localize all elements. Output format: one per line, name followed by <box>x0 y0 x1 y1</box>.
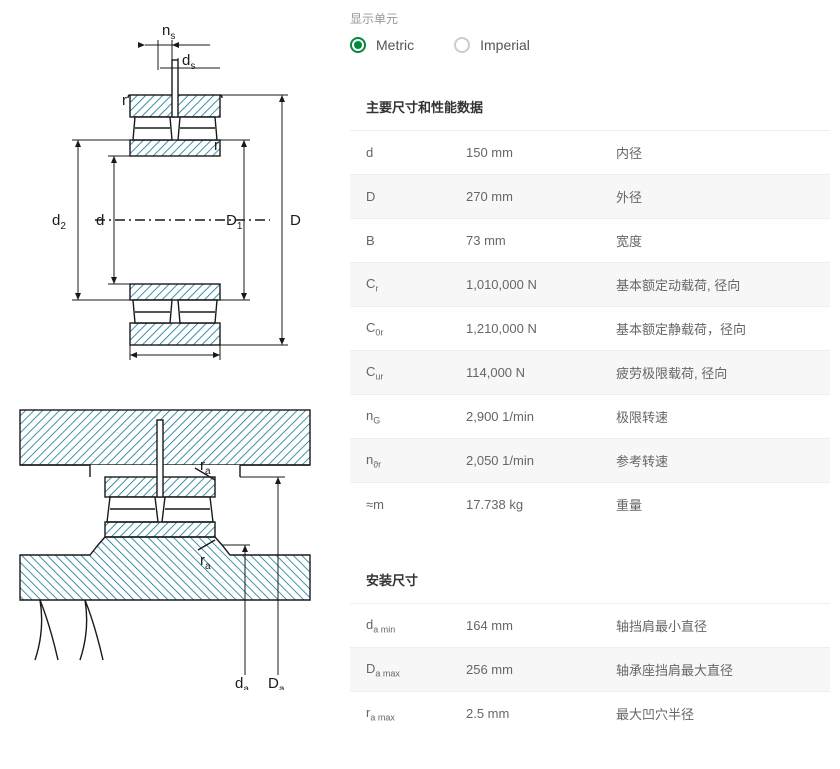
value-cell: 2.5 mm <box>466 706 616 721</box>
table-row: nG2,900 1/min极限转速 <box>350 394 830 438</box>
description-cell: 极限转速 <box>616 407 814 426</box>
symbol-cell: d <box>366 145 466 160</box>
symbol-cell: B <box>366 233 466 248</box>
label-d2: d2 <box>52 212 66 232</box>
table-row: ra max2.5 mm最大凹穴半径 <box>350 691 830 735</box>
label-Da: Da <box>268 675 285 690</box>
table-row: Da max256 mm轴承座挡肩最大直径 <box>350 647 830 691</box>
table-row: Cur114,000 N疲劳极限载荷, 径向 <box>350 350 830 394</box>
label-r2: r <box>214 137 219 154</box>
mounting-dimensions-table: 安装尺寸 da min164 mm轴挡肩最小直径Da max256 mm轴承座挡… <box>350 556 830 735</box>
table1-header: 主要尺寸和性能数据 <box>350 83 830 130</box>
main-dimensions-table: 主要尺寸和性能数据 d150 mm内径D270 mm外径B73 mm宽度Cr1,… <box>350 83 830 526</box>
data-column: 显示单元 Metric Imperial 主要尺寸和性能数据 d150 mm内径… <box>350 10 840 735</box>
symbol-cell: C0r <box>366 320 466 338</box>
radio-icon <box>454 37 470 53</box>
table2-header: 安装尺寸 <box>350 556 830 603</box>
value-cell: 164 mm <box>466 618 616 633</box>
radio-icon <box>350 37 366 53</box>
description-cell: 最大凹穴半径 <box>616 704 814 723</box>
value-cell: 17.738 kg <box>466 497 616 512</box>
value-cell: 270 mm <box>466 189 616 204</box>
description-cell: 外径 <box>616 187 814 206</box>
symbol-cell: Cr <box>366 276 466 294</box>
value-cell: 73 mm <box>466 233 616 248</box>
value-cell: 2,900 1/min <box>466 409 616 424</box>
label-ds: ds <box>182 52 195 72</box>
description-cell: 基本额定动载荷, 径向 <box>616 275 814 294</box>
symbol-cell: da min <box>366 617 466 635</box>
table-row: Cr1,010,000 N基本额定动载荷, 径向 <box>350 262 830 306</box>
symbol-cell: ra max <box>366 705 466 723</box>
diagrams-column: ns ds r r d2 d D1 D B <box>10 10 320 735</box>
unit-header: 显示单元 <box>350 10 830 27</box>
unit-selector: Metric Imperial <box>350 37 830 53</box>
description-cell: 基本额定静载荷，径向 <box>616 319 814 338</box>
label-r1: r <box>122 92 127 109</box>
table-row: B73 mm宽度 <box>350 218 830 262</box>
value-cell: 2,050 1/min <box>466 453 616 468</box>
symbol-cell: nϑr <box>366 452 466 470</box>
table-row: ≈m17.738 kg重量 <box>350 482 830 526</box>
description-cell: 参考转速 <box>616 451 814 470</box>
label-da: da <box>235 675 249 690</box>
value-cell: 1,210,000 N <box>466 321 616 336</box>
symbol-cell: Da max <box>366 661 466 679</box>
radio-imperial-label: Imperial <box>480 37 530 53</box>
mounting-diagram: ra ra da Da <box>10 400 320 690</box>
radio-imperial[interactable]: Imperial <box>454 37 530 53</box>
label-D1: D1 <box>226 212 243 232</box>
bearing-cross-section-diagram: ns ds r r d2 d D1 D B <box>10 10 320 360</box>
description-cell: 内径 <box>616 143 814 162</box>
label-ns: ns <box>162 22 175 42</box>
description-cell: 轴挡肩最小直径 <box>616 616 814 635</box>
label-d: d <box>96 212 104 229</box>
table-row: C0r1,210,000 N基本额定静载荷，径向 <box>350 306 830 350</box>
radio-metric[interactable]: Metric <box>350 37 414 53</box>
table-row: d150 mm内径 <box>350 130 830 174</box>
description-cell: 重量 <box>616 495 814 514</box>
symbol-cell: D <box>366 189 466 204</box>
radio-metric-label: Metric <box>376 37 414 53</box>
value-cell: 114,000 N <box>466 365 616 380</box>
label-B: B <box>168 357 178 360</box>
symbol-cell: ≈m <box>366 497 466 512</box>
description-cell: 疲劳极限载荷, 径向 <box>616 363 814 382</box>
value-cell: 256 mm <box>466 662 616 677</box>
symbol-cell: nG <box>366 408 466 426</box>
table-row: D270 mm外径 <box>350 174 830 218</box>
table-row: nϑr2,050 1/min参考转速 <box>350 438 830 482</box>
symbol-cell: Cur <box>366 364 466 382</box>
value-cell: 150 mm <box>466 145 616 160</box>
description-cell: 轴承座挡肩最大直径 <box>616 660 814 679</box>
value-cell: 1,010,000 N <box>466 277 616 292</box>
description-cell: 宽度 <box>616 231 814 250</box>
table-row: da min164 mm轴挡肩最小直径 <box>350 603 830 647</box>
label-D: D <box>290 212 301 229</box>
